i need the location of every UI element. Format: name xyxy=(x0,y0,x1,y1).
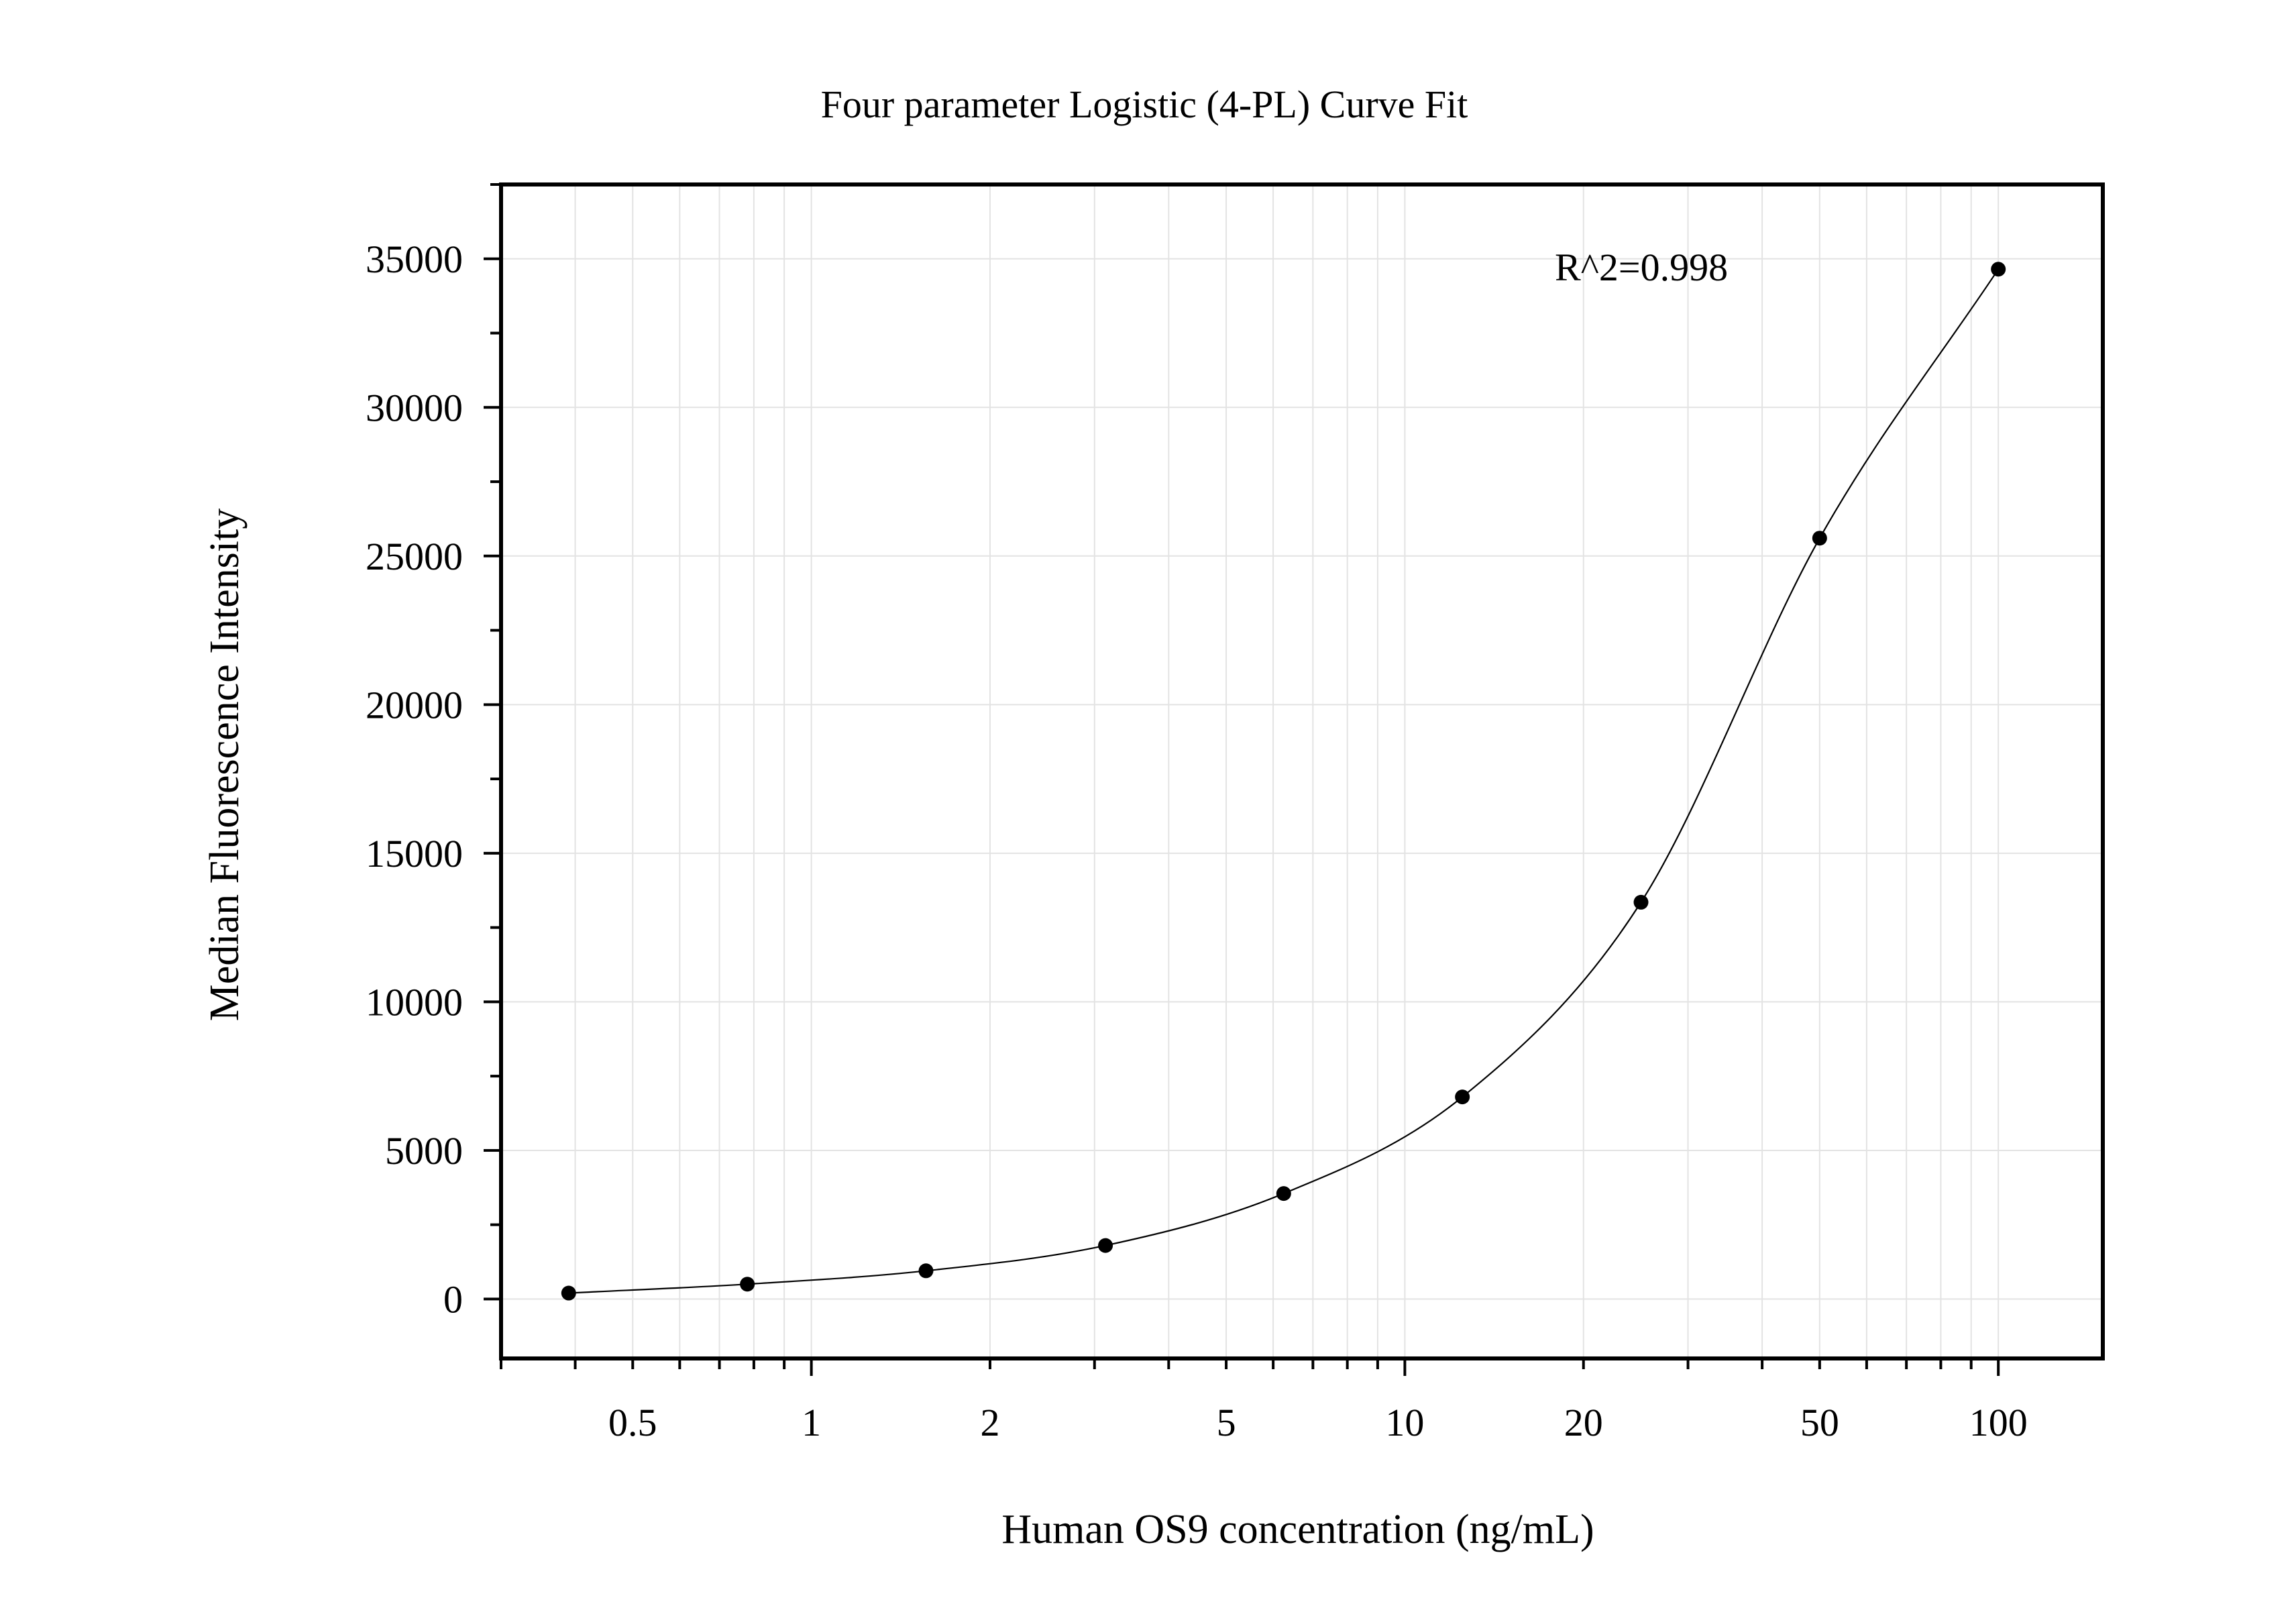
y-axis-label: Median Fluorescence Intensity xyxy=(202,509,248,1021)
x-tick-label: 0.5 xyxy=(608,1401,657,1444)
grid-lines xyxy=(500,184,2103,1358)
data-point xyxy=(1098,1238,1113,1253)
data-points xyxy=(561,262,2006,1301)
data-point xyxy=(918,1263,934,1279)
x-axis-ticks xyxy=(500,1358,2000,1376)
x-tick-label: 50 xyxy=(1800,1401,1839,1444)
y-tick-label: 35000 xyxy=(366,237,463,281)
y-tick-label: 25000 xyxy=(366,535,463,578)
y-tick-label: 0 xyxy=(443,1277,463,1321)
x-tick-label: 100 xyxy=(1969,1401,2028,1444)
y-tick-label: 20000 xyxy=(366,683,463,727)
data-point xyxy=(1455,1089,1470,1105)
chart-title: Four parameter Logistic (4-PL) Curve Fit xyxy=(821,83,1468,126)
y-axis-ticks xyxy=(484,183,501,1301)
y-tick-label: 15000 xyxy=(366,832,463,875)
data-point xyxy=(1633,894,1649,910)
x-tick-label: 1 xyxy=(802,1401,821,1444)
y-tick-label: 30000 xyxy=(366,386,463,429)
x-axis-label: Human OS9 concentration (ng/mL) xyxy=(1001,1507,1594,1552)
y-tick-label: 10000 xyxy=(366,980,463,1024)
data-point xyxy=(1276,1186,1291,1201)
y-axis-tick-labels: 0 5000 10000 15000 20000 25000 30000 35000 xyxy=(366,237,463,1322)
x-tick-label: 20 xyxy=(1564,1401,1603,1444)
plot-frame xyxy=(499,182,2105,1360)
fit-curve xyxy=(568,268,2000,1294)
data-point xyxy=(561,1285,576,1301)
data-point xyxy=(1812,531,1827,546)
r-squared-annotation: R^2=0.998 xyxy=(1555,246,1728,289)
data-point xyxy=(1991,262,2006,277)
x-axis-tick-labels: 0.5 1 2 5 10 20 50 100 xyxy=(608,1401,2028,1444)
y-tick-label: 5000 xyxy=(385,1129,463,1173)
data-point xyxy=(740,1277,755,1292)
x-tick-label: 10 xyxy=(1385,1401,1424,1444)
x-tick-label: 5 xyxy=(1217,1401,1236,1444)
x-tick-label: 2 xyxy=(980,1401,999,1444)
fit-curve-group xyxy=(568,268,2000,1294)
